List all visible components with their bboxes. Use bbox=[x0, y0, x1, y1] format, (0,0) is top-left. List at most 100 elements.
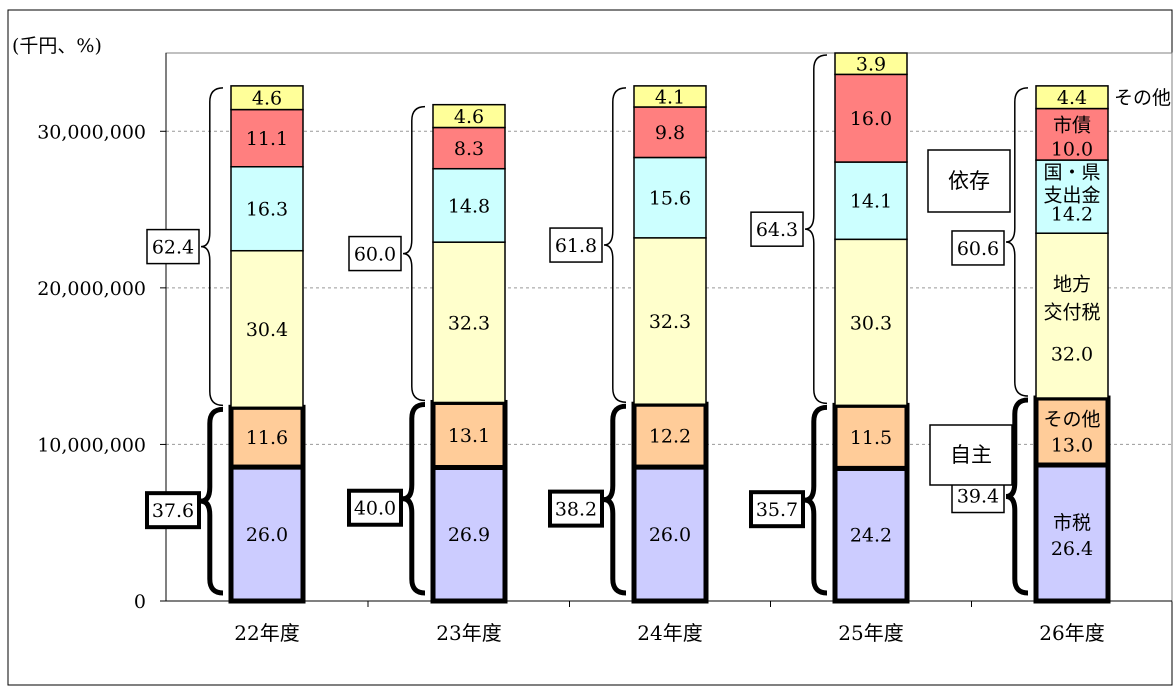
jishu-total-box bbox=[548, 489, 604, 528]
data-label-shisai: 16.0 bbox=[850, 108, 892, 130]
data-label-jishu_other: 11.6 bbox=[246, 427, 288, 449]
bar-segment-shisai bbox=[834, 73, 908, 163]
izon-total-label: 62.4 bbox=[152, 237, 194, 259]
x-tick-label: 23年度 bbox=[436, 621, 501, 645]
bar-segment-izon_other bbox=[1035, 85, 1109, 110]
data-label-jishu_other: 12.2 bbox=[649, 426, 691, 448]
series-name-label: 地方 bbox=[1053, 274, 1091, 296]
data-label-izon_other: 4.1 bbox=[655, 86, 685, 108]
data-label-jishu_other: 13.1 bbox=[448, 425, 490, 447]
bar-segment-chiho bbox=[230, 249, 304, 409]
data-label-jishu_other: 11.5 bbox=[850, 427, 892, 449]
bar-segment-shisai bbox=[432, 126, 506, 170]
jishu-brace bbox=[1005, 397, 1029, 596]
bar-segment-kokken bbox=[834, 161, 908, 241]
x-tick-label: 22年度 bbox=[234, 621, 299, 645]
jishu-total-box bbox=[749, 490, 805, 529]
bar-segment-izon_other bbox=[633, 85, 707, 108]
izon-total-box bbox=[951, 230, 1005, 266]
data-labels: 26.0 11.6 30.4 16.3 11.1 4.6 26.9 13.1 32.3 14.8 8… bbox=[246, 54, 1171, 560]
data-label-chiho: 32.3 bbox=[448, 312, 490, 334]
bar-segment-shizei bbox=[1033, 462, 1111, 604]
bar-segment-shisai bbox=[633, 106, 707, 159]
y-tick-label: 10,000,000 bbox=[37, 434, 146, 456]
data-label-shizei: 26.4 bbox=[1051, 538, 1093, 560]
series-name-label: その他 bbox=[1043, 409, 1100, 431]
bar-segment-shizei bbox=[631, 464, 709, 604]
izon-total-label: 64.3 bbox=[756, 219, 798, 241]
series-name-label: 交付税 bbox=[1043, 302, 1100, 324]
data-label-shizei: 24.2 bbox=[850, 525, 892, 547]
izon-total-box bbox=[146, 228, 200, 265]
jishu-total-label: 39.4 bbox=[957, 486, 999, 508]
izon-total-label: 61.8 bbox=[555, 235, 597, 257]
chart-frame bbox=[7, 9, 1173, 686]
jishu-total-box bbox=[145, 491, 201, 530]
x-tick-label: 24年度 bbox=[637, 621, 702, 645]
bar-segment-shizei bbox=[228, 464, 306, 604]
izon-group-label-box bbox=[927, 149, 1011, 213]
data-label-kokken: 14.8 bbox=[448, 195, 490, 217]
series-name-label: 市税 bbox=[1053, 512, 1091, 534]
izon-brace bbox=[402, 105, 426, 402]
jishu-total-box bbox=[347, 488, 403, 527]
series-name-label: 市債 bbox=[1053, 114, 1091, 136]
bar-segment-jishu_other bbox=[430, 399, 508, 470]
x-tick-label: 26年度 bbox=[1039, 621, 1104, 645]
data-label-shisai: 9.8 bbox=[655, 122, 685, 144]
data-label-chiho: 30.3 bbox=[850, 312, 892, 334]
izon-brace bbox=[200, 87, 224, 407]
y-tick-label: 20,000,000 bbox=[37, 278, 146, 300]
jishu-total-label: 40.0 bbox=[354, 498, 396, 520]
series-name-label: 支出金 bbox=[1043, 185, 1100, 207]
izon-total-box bbox=[549, 227, 603, 263]
izon-group-label: 依存 bbox=[948, 169, 990, 193]
bar-segment-jishu_other bbox=[1033, 395, 1111, 468]
data-label-kokken: 14.2 bbox=[1051, 204, 1093, 226]
bar-segment-izon_other bbox=[834, 52, 908, 76]
data-label-izon_other: 4.6 bbox=[454, 106, 484, 128]
izon-brace bbox=[804, 54, 828, 405]
data-label-shizei: 26.0 bbox=[649, 524, 691, 546]
izon-brace bbox=[1005, 87, 1029, 397]
data-label-izon_other: 4.6 bbox=[252, 88, 282, 110]
data-label-shisai: 8.3 bbox=[454, 138, 484, 160]
unit-label: (千円、%) bbox=[12, 35, 102, 57]
series-name-label: 国・県 bbox=[1043, 162, 1100, 184]
bar-segment-shisai bbox=[230, 108, 304, 168]
data-label-izon_other: 4.4 bbox=[1057, 87, 1087, 109]
data-label-chiho: 32.3 bbox=[649, 311, 691, 333]
bar-segment-izon_other bbox=[432, 103, 506, 129]
bar-segment-izon_other bbox=[230, 85, 304, 111]
bar-segment-shisai bbox=[1035, 107, 1109, 161]
data-label-shizei: 26.0 bbox=[246, 524, 288, 546]
bar-segment-kokken bbox=[230, 166, 304, 252]
y-tick-label: 30,000,000 bbox=[37, 121, 146, 143]
bar-segment-shizei bbox=[430, 464, 508, 604]
data-label-izon_other: 3.9 bbox=[856, 54, 886, 76]
izon-total-box bbox=[750, 211, 804, 247]
data-label-chiho: 32.0 bbox=[1051, 344, 1093, 366]
izon-total-label: 60.6 bbox=[957, 238, 999, 260]
bars bbox=[228, 52, 1111, 604]
y-tick-label: 0 bbox=[134, 591, 146, 613]
jishu-total-label: 38.2 bbox=[555, 499, 597, 521]
group-annotations: 37.6 62.4 40.0 60.0 38.2 61.8 35.7 64.3 39.4 60.6… bbox=[145, 54, 1029, 596]
bar-segment-kokken bbox=[633, 156, 707, 239]
data-label-chiho: 30.4 bbox=[246, 319, 288, 341]
data-label-shisai: 11.1 bbox=[246, 128, 288, 150]
data-label-jishu_other: 13.0 bbox=[1051, 435, 1093, 457]
data-label-kokken: 15.6 bbox=[649, 188, 691, 210]
jishu-total-label: 35.7 bbox=[756, 499, 798, 521]
izon-total-label: 60.0 bbox=[354, 244, 396, 266]
izon-total-box bbox=[348, 235, 402, 272]
jishu-total-label: 37.6 bbox=[152, 500, 194, 522]
bar-segment-chiho bbox=[1035, 232, 1109, 399]
jishu-group-label-box bbox=[929, 424, 1013, 486]
data-label-shizei: 26.9 bbox=[448, 524, 490, 546]
data-label-shisai: 10.0 bbox=[1051, 138, 1093, 160]
series-name-label: その他 bbox=[1114, 87, 1171, 109]
data-label-kokken: 14.1 bbox=[850, 191, 892, 213]
